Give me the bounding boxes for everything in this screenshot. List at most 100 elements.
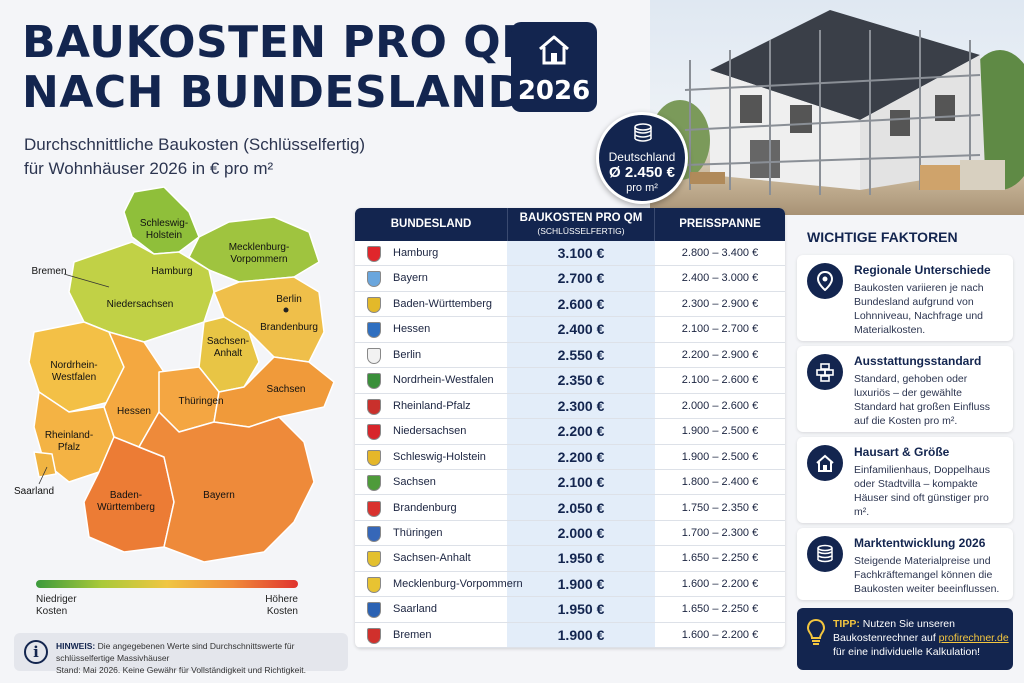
- state-crest-icon: [367, 322, 381, 339]
- map-label-nrw-2: Westfalen: [52, 372, 96, 383]
- legend-gradient-bar: [36, 580, 298, 588]
- legend-high: Höhere Kosten: [265, 594, 298, 618]
- map-label-berlin: Berlin: [276, 294, 302, 305]
- cost-legend: Niedriger Kosten Höhere Kosten: [36, 580, 298, 617]
- state-cost: 2.300 €: [557, 397, 605, 414]
- state-range: 2.200 – 2.900 €: [681, 348, 759, 361]
- location-pin-icon: [816, 271, 834, 291]
- state-range: 1.650 – 2.250 €: [681, 552, 759, 565]
- state-cost: 2.100 €: [557, 474, 605, 491]
- state-range: 1.700 – 2.300 €: [681, 526, 759, 539]
- house-construction-photo: [650, 0, 1024, 215]
- title-line-2: NACH BUNDESLAND: [22, 67, 525, 118]
- map-label-mecklenburg-2: Vorpommern: [230, 254, 287, 265]
- table-row: Sachsen 2.100 € 1.800 – 2.400 €: [355, 470, 785, 496]
- profirechner-link[interactable]: profirechner.de: [938, 632, 1009, 644]
- table-row: Niedersachsen 2.200 € 1.900 – 2.500 €: [355, 419, 785, 445]
- state-range: 1.750 – 2.350 €: [681, 501, 759, 514]
- state-range: 1.900 – 2.500 €: [681, 425, 759, 438]
- state-name: Sachsen-Anhalt: [393, 552, 471, 565]
- table-row: Baden-Württemberg 2.600 € 2.300 – 2.900 €: [355, 292, 785, 318]
- state-name: Nordrhein-Westfalen: [393, 374, 494, 387]
- table-row: Bayern 2.700 € 2.400 – 3.000 €: [355, 266, 785, 292]
- state-name: Hamburg: [393, 247, 439, 259]
- average-value: Ø 2.450 €: [609, 164, 675, 181]
- map-label-bw-2: Württemberg: [97, 502, 155, 513]
- tip-text-2: für eine individuelle Kalkulation!: [833, 646, 981, 658]
- state-crest-icon: [367, 475, 381, 492]
- table-row: Thüringen 2.000 € 1.700 – 2.300 €: [355, 521, 785, 547]
- map-label-bayern: Bayern: [203, 490, 235, 501]
- state-range: 2.800 – 3.400 €: [681, 247, 759, 259]
- table-row: Berlin 2.550 € 2.200 – 2.900 €: [355, 343, 785, 369]
- map-label-hessen: Hessen: [117, 406, 151, 417]
- state-name: Bayern: [393, 272, 428, 285]
- subtitle-line-2: für Wohnhäuser 2026 in € pro m²: [24, 159, 274, 178]
- disclaimer-label: HINWEIS:: [56, 641, 96, 651]
- disclaimer-line1: Die angegebenen Werte sind Durchschnitts…: [56, 641, 295, 663]
- state-crest-icon: [367, 373, 381, 390]
- state-range: 1.600 – 2.200 €: [681, 628, 759, 641]
- factor-card-hausart: Hausart & Größe Einfamilienhaus, Doppelh…: [797, 437, 1013, 523]
- state-cost: 2.050 €: [557, 499, 605, 516]
- state-cost: 1.900 €: [557, 575, 605, 592]
- disclaimer-note: i HINWEIS: Die angegebenen Werte sind Du…: [14, 633, 348, 675]
- header-bundesland: BUNDESLAND: [390, 218, 472, 230]
- factor-title: Hausart & Größe: [854, 445, 950, 459]
- germany-average-badge: Deutschland Ø 2.450 € pro m²: [596, 112, 688, 204]
- map-label-bremen: Bremen: [31, 266, 66, 277]
- state-cost: 1.950 €: [557, 550, 605, 567]
- page-subtitle: Durchschnittliche Baukosten (Schlüsselfe…: [24, 133, 404, 181]
- year-badge: 2026: [511, 22, 597, 112]
- map-label-nrw-1: Nordrhein-: [50, 360, 97, 371]
- state-name: Thüringen: [393, 526, 443, 539]
- legend-low: Niedriger Kosten: [36, 594, 77, 618]
- map-label-thueringen: Thüringen: [178, 396, 223, 407]
- table-row: Sachsen-Anhalt 1.950 € 1.650 – 2.250 €: [355, 546, 785, 572]
- state-cost: 2.700 €: [557, 270, 605, 287]
- cost-table: BUNDESLAND BAUKOSTEN PRO QM (SCHLÜSSELFE…: [355, 208, 785, 648]
- header-baukosten-sub: (SCHLÜSSELFERTIG): [537, 226, 625, 236]
- header-preisspanne: PREISSPANNE: [679, 218, 761, 230]
- lightbulb-icon: [806, 618, 826, 645]
- factor-text: Steigende Materialpreise und Fachkräftem…: [854, 555, 1000, 595]
- factor-title: Regionale Unterschiede: [854, 263, 991, 277]
- map-label-rlp-2: Pfalz: [58, 442, 80, 453]
- state-name: Schleswig-Holstein: [393, 450, 486, 463]
- state-name: Niedersachsen: [393, 425, 467, 438]
- factor-card-ausstattung: Ausstattungsstandard Standard, gehoben o…: [797, 346, 1013, 432]
- title-line-1: BAUKOSTEN PRO QM: [22, 17, 546, 68]
- state-name: Sachsen: [393, 476, 436, 489]
- legend-high-line1: Höhere: [265, 594, 298, 605]
- state-cost: 1.950 €: [557, 601, 605, 618]
- scaffold-house-illustration: [650, 10, 1024, 195]
- map-label-sachsen: Sachsen: [267, 384, 306, 395]
- state-range: 1.800 – 2.400 €: [681, 476, 759, 489]
- map-label-schleswig-holstein-2: Holstein: [146, 230, 182, 241]
- tip-text-1: Nutzen Sie unseren Baukostenrechner auf: [833, 618, 955, 644]
- table-row: Rheinland-Pfalz 2.300 € 2.000 – 2.600 €: [355, 394, 785, 420]
- bricks-icon: [816, 363, 834, 382]
- average-label: Deutschland: [608, 150, 676, 164]
- germany-map: Schleswig- Holstein Mecklenburg- Vorpomm…: [14, 186, 335, 563]
- tip-label: TIPP:: [833, 618, 860, 630]
- state-cost: 2.600 €: [557, 295, 605, 312]
- state-name: Brandenburg: [393, 501, 457, 514]
- state-crest-icon: [367, 424, 381, 441]
- tip-box: TIPP: Nutzen Sie unseren Baukostenrechne…: [797, 608, 1013, 670]
- factor-text: Einfamilienhaus, Doppelhaus oder Stadtvi…: [854, 464, 991, 518]
- coins-icon: [817, 544, 833, 563]
- state-range: 1.600 – 2.200 €: [681, 577, 759, 590]
- table-row: Nordrhein-Westfalen 2.350 € 2.100 – 2.600 …: [355, 368, 785, 394]
- state-cost: 2.200 €: [557, 423, 605, 440]
- table-row: Bremen 1.900 € 1.600 – 2.200 €: [355, 623, 785, 648]
- state-range: 2.000 – 2.600 €: [681, 399, 759, 412]
- state-name: Hessen: [393, 323, 431, 336]
- map-label-rlp-1: Rheinland-: [45, 430, 93, 441]
- state-range: 1.650 – 2.250 €: [681, 603, 759, 616]
- table-row: Mecklenburg-Vorpommern 1.900 € 1.600 – 2.2…: [355, 572, 785, 598]
- tip-text: TIPP: Nutzen Sie unseren Baukostenrechne…: [833, 617, 1009, 659]
- state-name: Rheinland-Pfalz: [393, 399, 471, 412]
- state-range: 2.100 – 2.700 €: [681, 323, 759, 336]
- state-name: Saarland: [393, 603, 438, 616]
